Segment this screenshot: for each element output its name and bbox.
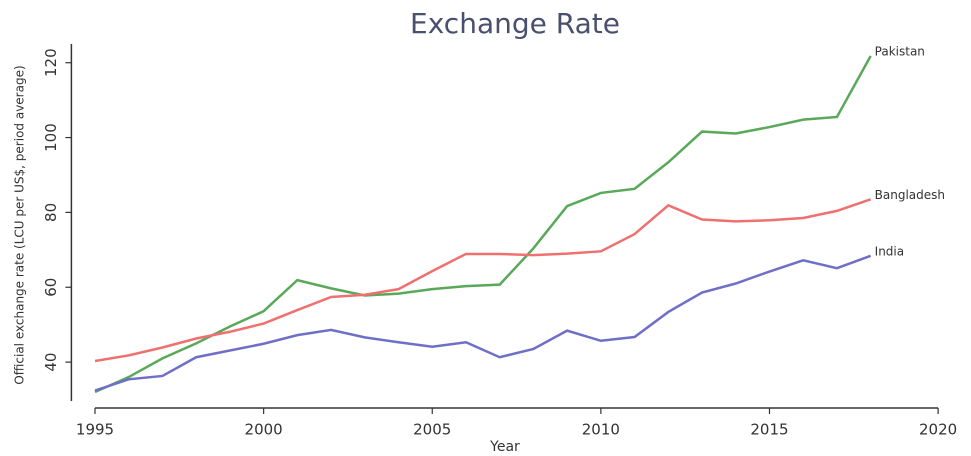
x-tick-label: 2000 bbox=[245, 421, 283, 439]
x-tick-label: 1995 bbox=[76, 421, 114, 439]
y-tick-label: 120 bbox=[42, 48, 60, 77]
series-line bbox=[94, 198, 872, 363]
x-tick-label: 2005 bbox=[413, 421, 451, 439]
series-label: Bangladesh bbox=[875, 188, 945, 202]
y-tick-label: 80 bbox=[42, 203, 60, 222]
y-tick-label: 60 bbox=[42, 278, 60, 297]
series-label: Pakistan bbox=[875, 44, 925, 58]
y-tick-label: 100 bbox=[42, 123, 60, 152]
x-tick-label: 2010 bbox=[582, 421, 620, 439]
chart-title: Exchange Rate bbox=[410, 7, 620, 40]
y-tick-label: 40 bbox=[42, 353, 60, 372]
y-axis-label: Official exchange rate (LCU per US$, per… bbox=[13, 65, 27, 384]
x-tick-label: 2020 bbox=[919, 421, 957, 439]
x-tick-label: 2015 bbox=[750, 421, 788, 439]
series-line bbox=[94, 55, 872, 394]
series-label: India bbox=[875, 244, 904, 258]
series-line bbox=[94, 254, 872, 392]
x-axis-label: Year bbox=[489, 439, 520, 455]
